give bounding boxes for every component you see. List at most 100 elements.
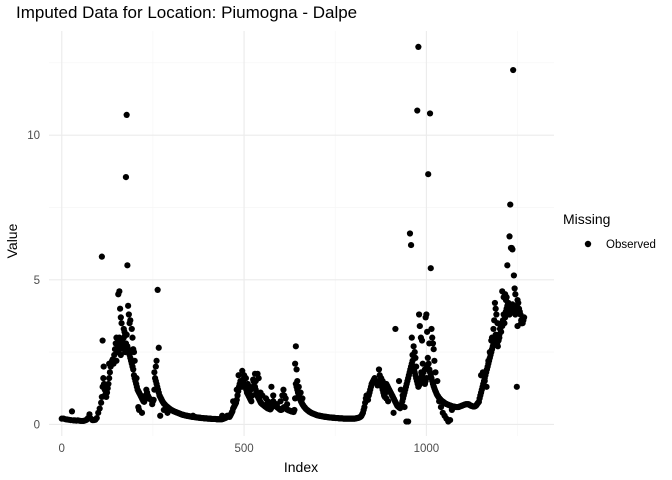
y-tick-label: 10 <box>27 130 40 142</box>
data-point <box>408 334 415 341</box>
data-point <box>428 325 435 333</box>
data-point <box>116 288 123 295</box>
data-point <box>151 369 158 376</box>
data-point <box>117 305 124 312</box>
data-point <box>99 337 106 344</box>
data-point <box>397 386 404 393</box>
data-point <box>496 334 503 341</box>
data-point <box>138 409 146 416</box>
data-point <box>392 325 399 333</box>
data-point <box>521 314 528 321</box>
data-point <box>395 377 403 385</box>
x-axis-title: Index <box>284 459 318 475</box>
data-point <box>503 294 510 301</box>
data-point <box>294 377 301 385</box>
data-point <box>152 363 159 370</box>
data-point <box>485 357 492 364</box>
legend-label-observed: Observed <box>606 239 656 251</box>
data-point <box>426 110 434 117</box>
data-point <box>123 111 130 118</box>
data-point <box>492 305 499 312</box>
data-point <box>280 386 287 393</box>
data-point <box>429 340 437 347</box>
data-points <box>58 43 528 425</box>
data-point <box>479 369 486 376</box>
data-point <box>421 366 429 373</box>
data-point <box>419 360 426 367</box>
data-point <box>248 392 255 399</box>
data-point <box>424 328 431 335</box>
data-point <box>98 399 105 406</box>
data-point <box>375 366 383 373</box>
y-axis-title: Value <box>4 223 20 258</box>
data-point <box>292 343 299 350</box>
data-point <box>130 349 138 356</box>
data-point <box>292 360 299 367</box>
data-point <box>401 403 408 411</box>
data-point <box>117 351 124 359</box>
x-tick-label: 0 <box>59 443 65 455</box>
data-point <box>406 230 414 237</box>
data-point <box>291 406 298 414</box>
data-point <box>113 357 120 364</box>
chart-title: Imputed Data for Location: Piumogna - Da… <box>16 3 357 22</box>
data-point <box>379 377 386 385</box>
data-point <box>247 386 254 393</box>
data-point <box>427 265 434 272</box>
data-point <box>282 395 289 402</box>
data-point <box>490 325 497 333</box>
data-point <box>93 414 100 422</box>
data-point <box>429 334 436 341</box>
data-point <box>125 311 132 318</box>
data-point <box>512 291 519 298</box>
data-point <box>493 311 500 318</box>
data-point <box>237 383 244 390</box>
data-point <box>413 363 420 370</box>
data-point <box>382 389 389 396</box>
data-point <box>504 262 511 269</box>
data-point <box>498 328 505 335</box>
data-point <box>297 389 304 396</box>
data-point <box>129 334 136 341</box>
data-point <box>483 383 490 390</box>
data-point <box>128 325 135 333</box>
data-point <box>242 375 249 382</box>
data-point <box>122 331 129 338</box>
data-point <box>512 305 520 312</box>
y-tick-label: 5 <box>34 275 40 287</box>
x-tick-label: 500 <box>234 443 253 455</box>
data-point <box>100 375 107 382</box>
x-tick-label: 1000 <box>414 443 440 455</box>
data-point <box>390 409 397 416</box>
data-point <box>277 398 284 405</box>
data-point <box>424 354 431 361</box>
y-tick-label: 0 <box>34 419 40 431</box>
data-point <box>407 241 415 249</box>
data-point <box>510 272 517 279</box>
data-point <box>410 343 417 350</box>
data-point <box>113 334 120 341</box>
data-point <box>513 383 520 390</box>
data-point <box>414 107 421 114</box>
data-point <box>270 392 277 399</box>
data-point <box>127 317 134 324</box>
data-point <box>100 363 107 370</box>
data-point <box>98 253 105 260</box>
data-point <box>421 377 428 385</box>
data-point <box>431 357 438 364</box>
data-point <box>131 357 138 364</box>
data-point <box>96 405 103 412</box>
data-point <box>189 412 197 419</box>
data-point <box>405 418 412 425</box>
data-point <box>432 369 439 376</box>
data-point <box>501 320 508 327</box>
data-point <box>415 311 423 318</box>
data-point <box>423 311 430 318</box>
data-point <box>505 299 512 307</box>
data-point <box>133 375 140 382</box>
data-point <box>399 392 406 399</box>
data-point <box>268 383 275 390</box>
data-point <box>295 383 302 390</box>
data-point <box>248 398 255 405</box>
